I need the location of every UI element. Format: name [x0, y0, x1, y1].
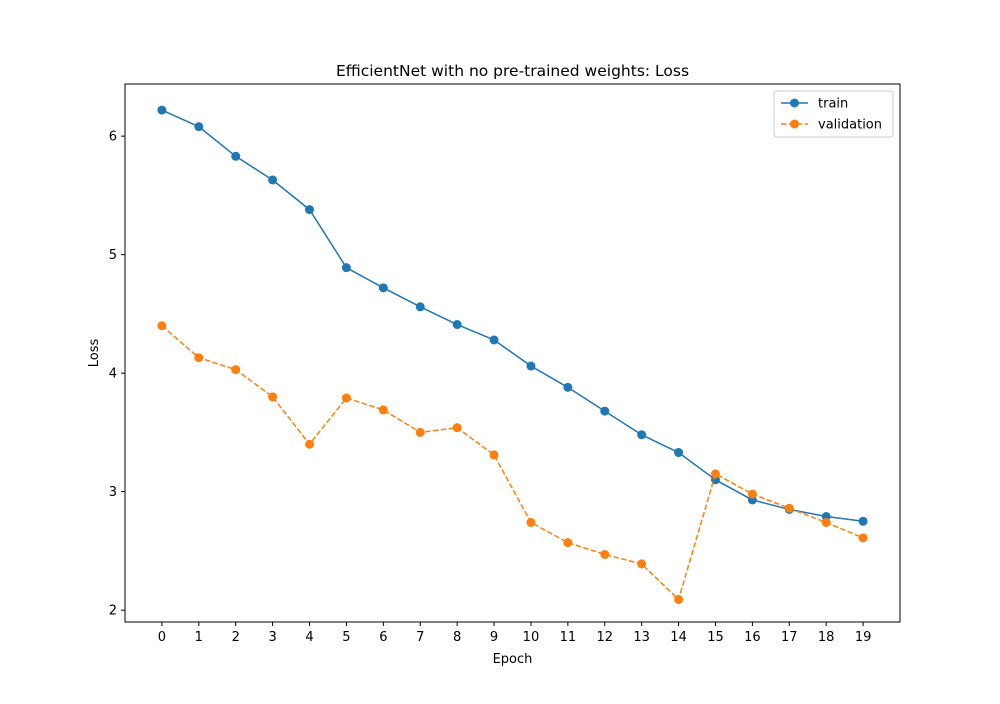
y-axis-label: Loss	[87, 339, 102, 368]
series-train-point	[305, 205, 315, 215]
x-tick-label: 11	[560, 630, 577, 645]
series-train-point	[415, 302, 425, 312]
plot-frame	[124, 83, 901, 623]
y-tick-label: 6	[109, 130, 117, 145]
series-validation-point	[710, 469, 720, 479]
series-validation-point	[637, 559, 647, 569]
x-tick-label: 7	[416, 630, 424, 645]
x-tick-label: 5	[342, 630, 350, 645]
y-tick-label: 5	[109, 248, 117, 263]
x-tick-label: 1	[195, 630, 203, 645]
legend-train-label: train	[818, 97, 848, 112]
legend-validation-marker	[790, 119, 799, 129]
y-tick-label: 3	[109, 485, 117, 500]
x-tick-label: 3	[268, 630, 276, 645]
x-axis-label: Epoch	[493, 652, 533, 667]
series-validation-point	[341, 393, 351, 403]
series-validation-point	[784, 503, 794, 513]
y-tick-label: 4	[109, 367, 117, 382]
series-train-point	[637, 430, 647, 440]
series-validation-point	[378, 405, 388, 415]
series-validation-point	[600, 549, 610, 559]
series-train-point	[231, 151, 241, 161]
x-tick-label: 14	[670, 630, 687, 645]
legend-validation-label: validation	[818, 118, 882, 133]
chart-title: EfficientNet with no pre-trained weights…	[336, 62, 689, 80]
y-axis-ticks: 2 3 4 5 6	[109, 130, 125, 619]
series-validation-point	[674, 594, 684, 604]
series-validation-point	[858, 533, 868, 543]
series-validation-point	[305, 439, 315, 449]
series-validation-point	[489, 450, 499, 460]
series-validation-point	[526, 517, 536, 527]
series-validation-point	[563, 538, 573, 548]
y-tick-label: 2	[109, 604, 117, 619]
series-train-point	[563, 382, 573, 392]
series-validation-point	[231, 365, 241, 375]
x-tick-label: 4	[305, 630, 313, 645]
x-tick-label: 18	[818, 630, 835, 645]
series-validation-line	[161, 325, 864, 601]
series-train-point	[268, 175, 278, 185]
x-tick-label: 8	[453, 630, 461, 645]
series-validation-point	[157, 321, 167, 331]
series-layer	[157, 105, 868, 604]
series-train-line	[161, 109, 864, 523]
series-validation-point	[821, 517, 831, 527]
series-train-point	[157, 105, 167, 115]
series-train-point	[489, 335, 499, 345]
x-tick-label: 0	[158, 630, 166, 645]
x-tick-label: 2	[232, 630, 240, 645]
series-validation-point	[452, 423, 462, 433]
x-tick-label: 6	[379, 630, 387, 645]
series-train-point	[341, 263, 351, 273]
series-train-point	[858, 516, 868, 526]
x-tick-label: 12	[596, 630, 613, 645]
x-tick-label: 16	[744, 630, 761, 645]
series-train-point	[378, 283, 388, 293]
x-tick-label: 13	[633, 630, 650, 645]
series-validation-point	[415, 427, 425, 437]
x-tick-label: 10	[523, 630, 540, 645]
series-validation	[157, 321, 868, 604]
x-tick-label: 19	[855, 630, 872, 645]
x-tick-label: 9	[490, 630, 498, 645]
series-train-point	[452, 320, 462, 330]
x-tick-label: 15	[707, 630, 724, 645]
series-train-point	[600, 406, 610, 416]
legend: train validation	[773, 90, 894, 138]
series-train-point	[674, 448, 684, 458]
x-axis-ticks: 0 1 2 3 4 5 6 7 8 9 10 11 12 13 14 15 16 17 18 19	[158, 622, 872, 645]
series-train-point	[526, 361, 536, 371]
series-validation-point	[194, 353, 204, 363]
legend-train-marker	[790, 98, 799, 108]
series-validation-point	[747, 489, 757, 499]
x-tick-label: 17	[781, 630, 798, 645]
series-validation-point	[268, 392, 278, 402]
series-train-point	[194, 122, 204, 132]
